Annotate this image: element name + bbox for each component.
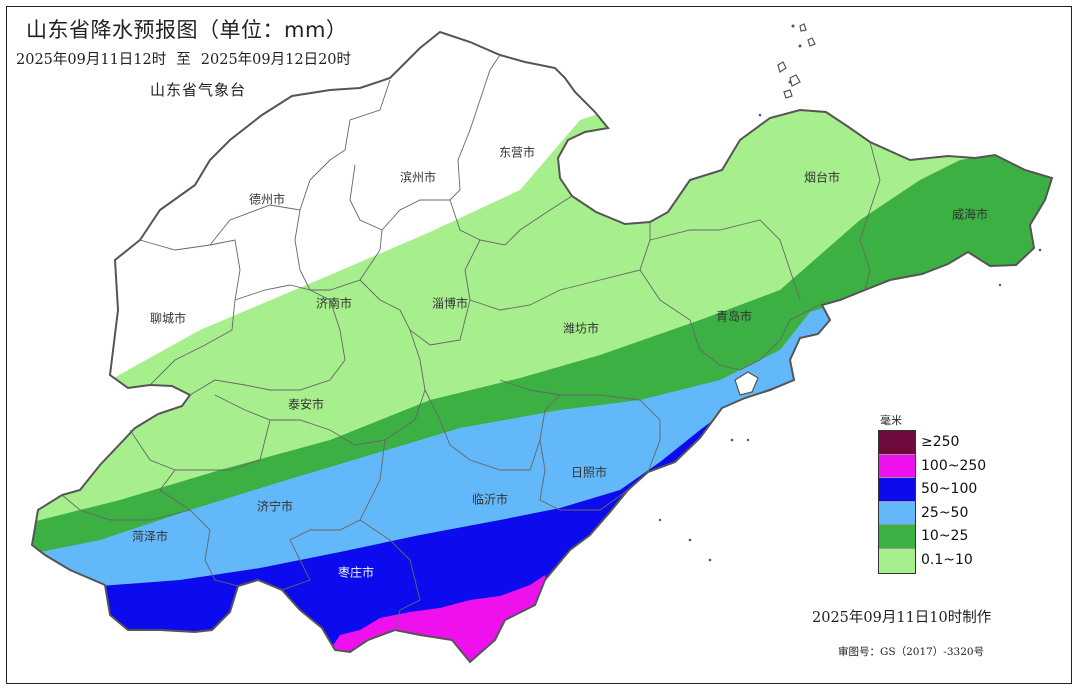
legend-swatch (879, 501, 915, 526)
legend-swatch (879, 454, 915, 479)
city-label-dongying: 东营市 (498, 145, 536, 160)
issuing-agency: 山东省气象台 (150, 81, 247, 99)
legend-swatch (879, 431, 915, 455)
city-label-binzhou: 滨州市 (399, 170, 437, 185)
legend-label: 10~25 (921, 528, 969, 545)
city-label-qingdao: 青岛市 (715, 309, 753, 324)
legend-swatch (879, 478, 915, 502)
small-islets (658, 24, 1042, 562)
legend-item: 100~250 (879, 454, 986, 479)
period-start: 2025年09月11日12时 (16, 52, 167, 68)
islands (734, 23, 816, 396)
period-separator: 至 (176, 52, 191, 68)
band-100-250 (320, 575, 560, 662)
legend-item: 0.1~10 (879, 548, 973, 573)
city-label-dezhou: 德州市 (248, 192, 286, 207)
city-label-jinan: 济南市 (315, 296, 353, 311)
legend-item: 25~50 (879, 501, 968, 526)
city-label-heze: 菏泽市 (131, 529, 169, 544)
approval-number: 审图号：GS（2017）-3320号 (838, 646, 985, 658)
legend-swatch (879, 548, 915, 573)
legend-swatches: ≥250 100~250 50~100 25~50 10~25 0.1~10 (878, 430, 986, 574)
city-label-liaocheng: 聊城市 (149, 311, 187, 326)
legend-label: 50~100 (921, 481, 978, 498)
period-end: 2025年09月12日20时 (200, 52, 352, 68)
legend-item: ≥250 (879, 431, 959, 455)
city-label-rizhao: 日照市 (570, 465, 608, 480)
city-label-jining: 济宁市 (256, 499, 294, 514)
city-label-linyi: 临沂市 (471, 492, 509, 507)
legend-swatch (879, 525, 915, 549)
legend-label: 25~50 (921, 504, 969, 521)
city-label-weihai: 威海市 (951, 207, 989, 222)
city-label-zaozhuang: 枣庄市 (337, 565, 375, 580)
map-border (6, 6, 1072, 684)
legend-label: 100~250 (921, 457, 987, 474)
legend-label: 0.1~10 (921, 551, 973, 568)
map-title: 山东省降水预报图（单位：mm） (26, 18, 348, 42)
city-label-taian: 泰安市 (287, 397, 325, 412)
legend-item: 50~100 (879, 478, 977, 502)
legend-unit: 毫米 (880, 414, 902, 427)
city-label-weifang: 潍坊市 (562, 321, 600, 336)
made-time: 2025年09月11日10时制作 (812, 610, 992, 626)
forecast-period: 2025年09月11日12时至 2025年09月12日20时 (16, 48, 361, 69)
legend-label: ≥250 (921, 434, 960, 450)
city-label-yantai: 烟台市 (803, 170, 841, 185)
city-label-zibo: 淄博市 (431, 296, 469, 311)
legend-item: 10~25 (879, 525, 968, 549)
city-boundaries (61, 54, 881, 631)
legend: 毫米 ≥250 100~250 50~100 25~50 10~25 (878, 412, 986, 574)
